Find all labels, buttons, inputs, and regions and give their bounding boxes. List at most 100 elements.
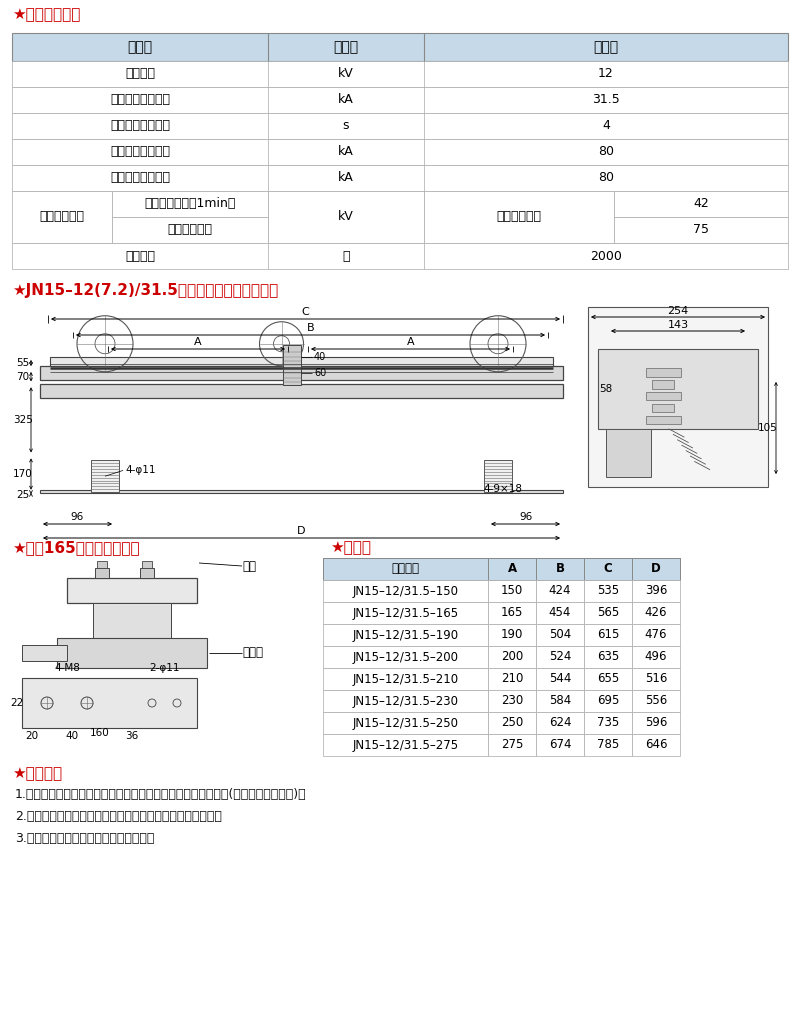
Text: 584: 584 — [549, 694, 571, 708]
Text: 624: 624 — [549, 717, 571, 729]
Text: 535: 535 — [597, 584, 619, 597]
Bar — [584, 646, 632, 668]
Bar — [614, 191, 788, 217]
Text: 565: 565 — [597, 606, 619, 620]
Bar — [424, 191, 614, 243]
Bar — [323, 558, 488, 580]
Bar — [584, 602, 632, 624]
Text: A: A — [194, 337, 202, 347]
Bar — [12, 33, 788, 61]
Text: 产品型号: 产品型号 — [391, 563, 419, 576]
Text: 170: 170 — [13, 469, 33, 479]
Bar — [323, 690, 488, 712]
Text: 额定短路持续时间: 额定短路持续时间 — [110, 119, 170, 133]
Bar — [140, 568, 154, 578]
Bar — [584, 668, 632, 690]
Text: s: s — [342, 119, 350, 133]
Text: 额定短路关合电流: 额定短路关合电流 — [110, 146, 170, 158]
Text: 655: 655 — [597, 673, 619, 685]
Text: JN15–12/31.5–230: JN15–12/31.5–230 — [353, 694, 458, 708]
Text: A: A — [507, 563, 517, 576]
Text: 80: 80 — [598, 172, 614, 185]
Text: 次: 次 — [342, 249, 350, 262]
Text: 55: 55 — [16, 358, 30, 368]
Bar — [488, 646, 536, 668]
Text: 60: 60 — [314, 368, 326, 378]
Text: 254: 254 — [667, 306, 689, 317]
Text: 250: 250 — [501, 717, 523, 729]
Text: 25: 25 — [16, 490, 30, 500]
Bar — [12, 61, 788, 87]
Bar — [57, 638, 207, 668]
Bar — [91, 460, 119, 492]
Text: 80: 80 — [598, 146, 614, 158]
Bar — [67, 578, 197, 603]
Text: 476: 476 — [645, 629, 667, 641]
Text: 504: 504 — [549, 629, 571, 641]
Bar — [584, 712, 632, 734]
Bar — [142, 561, 152, 568]
Text: 3.用户如有特殊要求，请与我公司联系。: 3.用户如有特殊要求，请与我公司联系。 — [15, 831, 154, 844]
Text: ★订货须知: ★订货须知 — [12, 767, 62, 781]
Bar — [323, 646, 488, 668]
Text: JN15–12/31.5–250: JN15–12/31.5–250 — [353, 717, 458, 729]
Text: 4: 4 — [602, 119, 610, 133]
Text: 工频耔受电压（1min）: 工频耔受电压（1min） — [144, 197, 236, 210]
Text: B: B — [306, 323, 314, 333]
Text: 36: 36 — [126, 731, 138, 741]
Bar — [12, 243, 788, 269]
Bar — [50, 357, 553, 369]
Text: 785: 785 — [597, 738, 619, 751]
Bar — [632, 558, 680, 580]
Text: 额定绝缘水平: 额定绝缘水平 — [39, 210, 85, 224]
Text: 额定峰値耔受电流: 额定峰値耔受电流 — [110, 172, 170, 185]
Text: 母线: 母线 — [242, 560, 256, 573]
Text: 静触头: 静触头 — [242, 646, 263, 660]
Bar — [40, 366, 563, 380]
Bar — [646, 416, 681, 424]
Bar — [323, 668, 488, 690]
Text: JN15–12/31.5–200: JN15–12/31.5–200 — [353, 650, 458, 664]
Text: 396: 396 — [645, 584, 667, 597]
Bar — [536, 558, 584, 580]
Text: 230: 230 — [501, 694, 523, 708]
Text: 20: 20 — [26, 731, 38, 741]
Text: 143: 143 — [667, 320, 689, 330]
Text: 数　据: 数 据 — [594, 40, 618, 54]
Text: 额定短时耔受电流: 额定短时耔受电流 — [110, 94, 170, 106]
Bar — [646, 369, 681, 377]
Text: A: A — [406, 337, 414, 347]
Text: 雷电冲击电压: 雷电冲击电压 — [167, 224, 213, 237]
Bar — [584, 734, 632, 756]
Bar — [652, 404, 674, 412]
Text: 70: 70 — [17, 372, 30, 382]
Text: 674: 674 — [549, 738, 571, 751]
Text: 4-9×18: 4-9×18 — [483, 484, 522, 494]
Text: D: D — [298, 526, 306, 536]
Bar — [12, 165, 788, 191]
Bar — [536, 690, 584, 712]
Text: 150: 150 — [501, 584, 523, 597]
Text: 4-M8: 4-M8 — [54, 663, 80, 673]
Text: ★相距165以下静触头尺寸: ★相距165以下静触头尺寸 — [12, 540, 140, 555]
Bar — [632, 668, 680, 690]
Text: 机械寿命: 机械寿命 — [125, 249, 155, 262]
Text: JN15–12/31.5–275: JN15–12/31.5–275 — [353, 738, 458, 751]
Text: 516: 516 — [645, 673, 667, 685]
Bar — [40, 490, 563, 492]
Bar — [488, 734, 536, 756]
Text: 项　目: 项 目 — [127, 40, 153, 54]
Bar — [614, 217, 788, 243]
Text: 96: 96 — [519, 512, 533, 522]
Text: 22: 22 — [10, 698, 24, 708]
Bar — [22, 678, 197, 728]
Text: 165: 165 — [501, 606, 523, 620]
Bar — [323, 624, 488, 646]
Text: 325: 325 — [13, 415, 33, 425]
Text: ★配套表: ★配套表 — [330, 540, 371, 555]
Bar — [488, 712, 536, 734]
Text: 735: 735 — [597, 717, 619, 729]
Bar — [536, 734, 584, 756]
Bar — [268, 191, 424, 243]
Text: 40: 40 — [66, 731, 78, 741]
